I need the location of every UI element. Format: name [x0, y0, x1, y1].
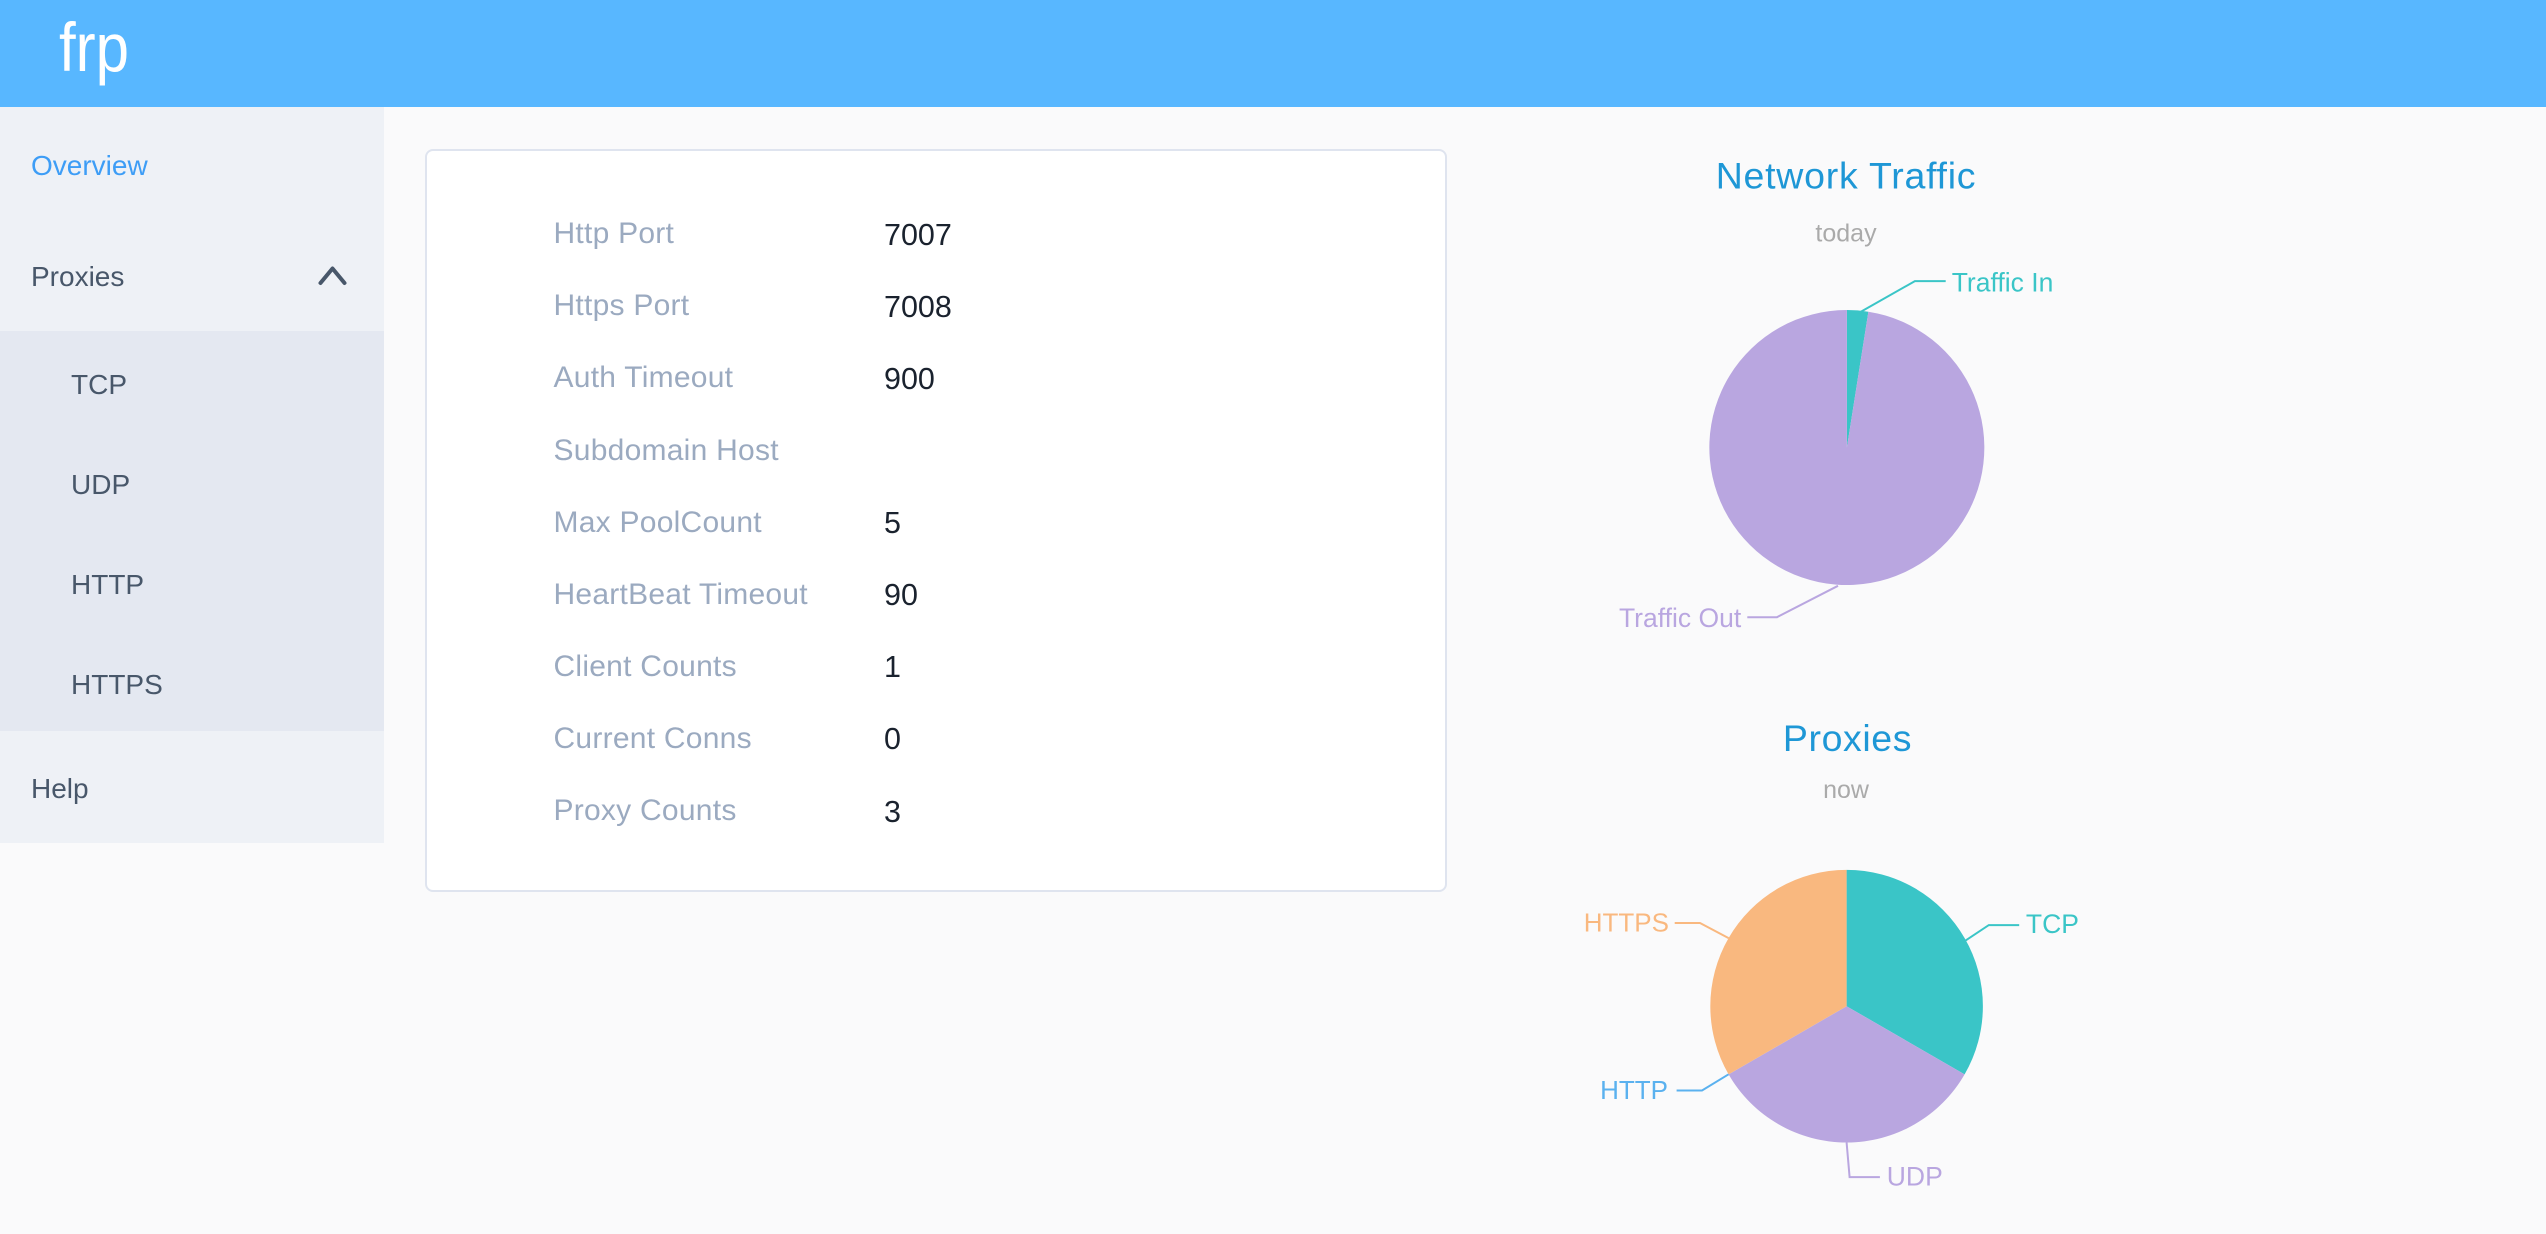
svg-text:Traffic In: Traffic In: [1952, 267, 2054, 297]
svg-text:UDP: UDP: [1887, 1161, 1943, 1191]
svg-text:Traffic Out: Traffic Out: [1619, 603, 1742, 633]
svg-text:HTTPS: HTTPS: [1584, 908, 1669, 938]
svg-text:Proxies: Proxies: [1783, 717, 1912, 759]
svg-text:HTTP: HTTP: [1600, 1075, 1668, 1105]
svg-text:Network Traffic: Network Traffic: [1716, 155, 1977, 197]
svg-text:TCP: TCP: [2026, 909, 2079, 939]
svg-text:now: now: [1823, 776, 1870, 804]
svg-text:today: today: [1815, 219, 1877, 247]
